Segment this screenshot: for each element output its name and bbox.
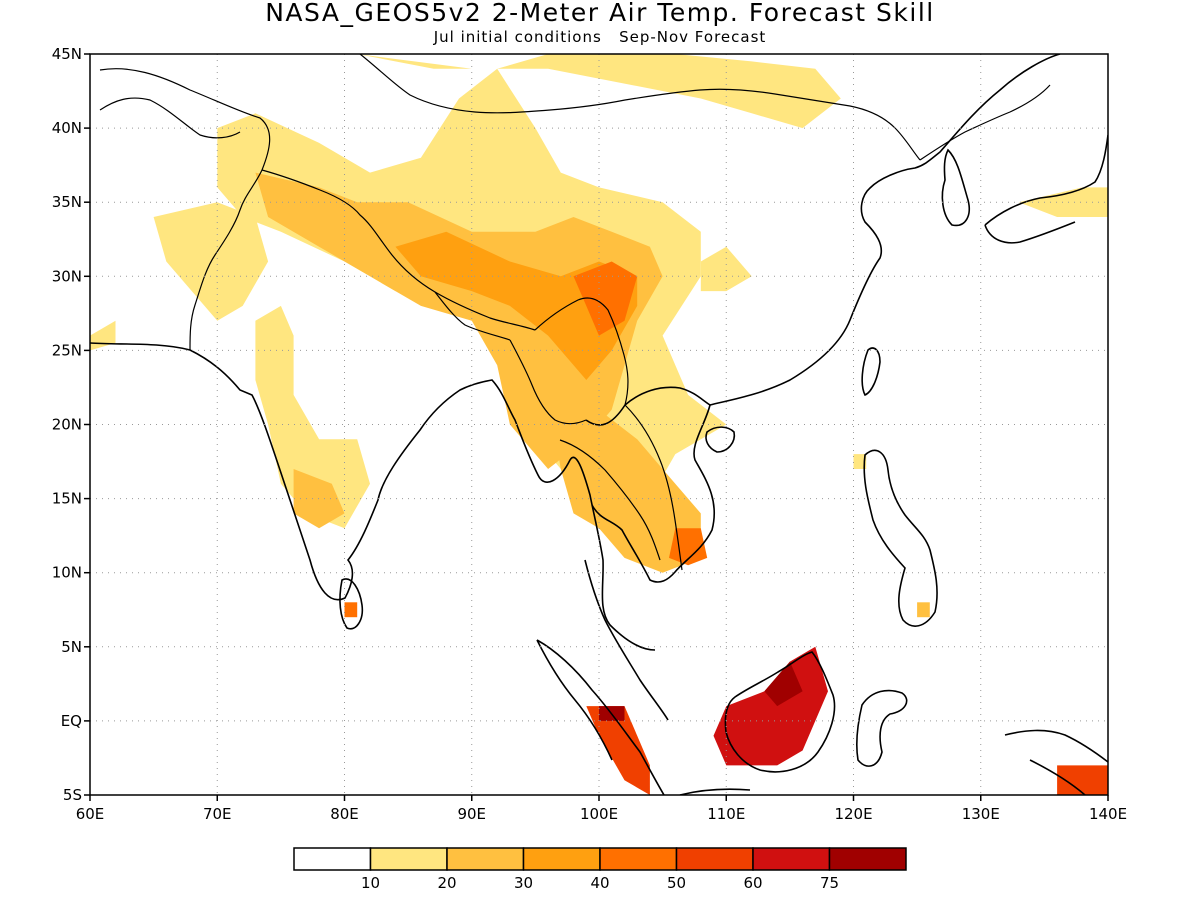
skill-region-5 xyxy=(853,454,867,469)
skill-region-11 xyxy=(917,602,930,618)
colorbar-swatch-3 xyxy=(522,847,601,871)
lat-label-5: 20N xyxy=(52,416,82,434)
skill-region-7 xyxy=(700,246,752,292)
colorbar: 10 20 30 40 50 60 75 xyxy=(293,847,907,892)
skill-region-8 xyxy=(255,172,663,469)
colorbar-swatch-0 xyxy=(293,847,372,871)
colorbar-label-2: 30 xyxy=(514,874,533,892)
skill-region-6 xyxy=(1018,187,1108,217)
colorbar-label-3: 40 xyxy=(590,874,609,892)
lon-label-0: 60E xyxy=(76,805,105,823)
lon-label-3: 90E xyxy=(457,805,486,823)
colorbar-swatch-7 xyxy=(828,847,907,871)
colorbar-swatch-5 xyxy=(675,847,754,871)
lon-label-7: 130E xyxy=(962,805,1000,823)
axis-ticks xyxy=(84,53,1109,801)
lat-label-2: 35N xyxy=(52,193,82,211)
lat-label-8: 5N xyxy=(61,638,82,656)
lat-label-3: 30N xyxy=(52,267,82,285)
lat-label-9: EQ xyxy=(61,712,82,730)
skill-region-14 xyxy=(669,528,708,566)
skill-region-16 xyxy=(586,706,650,795)
country-borders xyxy=(99,54,1051,571)
chart-subtitle: Jul initial conditions Sep-Nov Forecast xyxy=(433,28,767,46)
skill-region-10 xyxy=(293,469,345,529)
skill-region-12 xyxy=(395,231,638,380)
lon-label-6: 120E xyxy=(834,805,872,823)
lon-label-1: 70E xyxy=(203,805,232,823)
lat-label-7: 10N xyxy=(52,564,82,582)
longitude-labels: 60E 70E 80E 90E 100E 110E 120E 130E 140E xyxy=(76,805,1127,823)
lon-label-5: 110E xyxy=(707,805,745,823)
lon-label-2: 80E xyxy=(330,805,359,823)
colorbar-swatch-6 xyxy=(752,847,831,871)
colorbar-label-0: 10 xyxy=(361,874,380,892)
colorbar-label-6: 75 xyxy=(820,874,839,892)
lat-label-10: 5S xyxy=(63,786,82,804)
skill-region-0 xyxy=(357,54,841,129)
colorbar-label-1: 20 xyxy=(437,874,456,892)
lat-label-0: 45N xyxy=(52,45,82,63)
colorbar-swatch-4 xyxy=(599,847,678,871)
skill-region-15 xyxy=(344,602,358,618)
colorbar-label-4: 50 xyxy=(667,874,686,892)
skill-region-17 xyxy=(1057,765,1108,795)
latitude-labels: 45N 40N 35N 30N 25N 20N 15N 10N 5N EQ 5S xyxy=(52,45,82,804)
skill-region-4 xyxy=(255,305,370,529)
skill-region-9 xyxy=(548,394,701,573)
colorbar-label-5: 60 xyxy=(743,874,762,892)
lon-label-4: 100E xyxy=(580,805,618,823)
coastlines xyxy=(90,54,1108,795)
skill-region-13 xyxy=(573,261,638,336)
lat-label-4: 25N xyxy=(52,341,82,359)
skill-region-18 xyxy=(713,646,828,766)
lat-label-1: 40N xyxy=(52,119,82,137)
lat-label-6: 15N xyxy=(52,490,82,508)
lon-label-8: 140E xyxy=(1089,805,1127,823)
chart-title: NASA_GEOS5v2 2-Meter Air Temp. Forecast … xyxy=(265,0,935,27)
colorbar-swatch-1 xyxy=(369,847,448,871)
colorbar-swatch-2 xyxy=(446,847,525,871)
skill-region-19 xyxy=(764,661,803,707)
